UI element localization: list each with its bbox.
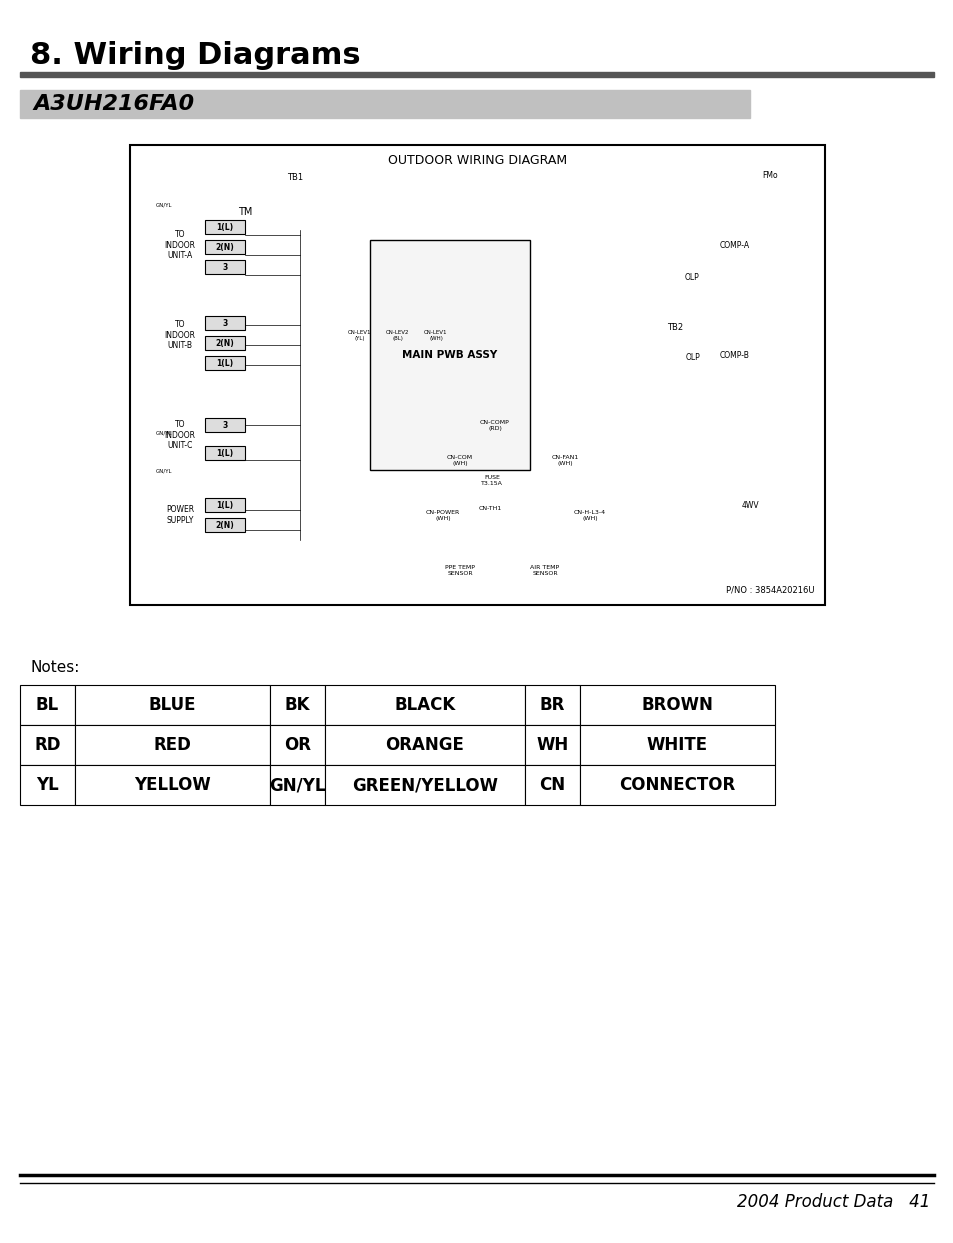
Bar <box>205 355 245 370</box>
Text: CN-POWER
(WH): CN-POWER (WH) <box>425 510 459 521</box>
Bar <box>75 685 270 725</box>
Bar <box>579 685 774 725</box>
Bar <box>75 764 270 805</box>
Text: 2(N): 2(N) <box>215 338 234 348</box>
Text: OUTDOOR WIRING DIAGRAM: OUTDOOR WIRING DIAGRAM <box>388 153 566 167</box>
Bar <box>205 446 245 460</box>
Text: CN-COM
(WH): CN-COM (WH) <box>446 455 473 466</box>
Text: 2004 Product Data   41: 2004 Product Data 41 <box>736 1193 929 1211</box>
Text: GN/YL: GN/YL <box>269 776 325 794</box>
Text: CN-LEV1
(WH): CN-LEV1 (WH) <box>424 331 447 341</box>
Text: 3: 3 <box>222 318 228 327</box>
Text: CONNECTOR: CONNECTOR <box>618 776 735 794</box>
Bar <box>20 725 75 764</box>
Text: CN-H-L3-4
(WH): CN-H-L3-4 (WH) <box>574 510 605 521</box>
Text: YELLOW: YELLOW <box>134 776 211 794</box>
Text: RED: RED <box>153 736 192 755</box>
Text: TM: TM <box>237 208 252 218</box>
Bar <box>205 240 245 254</box>
Text: TO
INDOOR
UNIT-C: TO INDOOR UNIT-C <box>164 420 195 450</box>
Bar <box>579 725 774 764</box>
Bar <box>270 764 325 805</box>
Bar <box>325 764 524 805</box>
Text: 2(N): 2(N) <box>215 521 234 530</box>
Text: PPE TEMP
SENSOR: PPE TEMP SENSOR <box>445 566 475 576</box>
Text: ORANGE: ORANGE <box>385 736 464 755</box>
Bar <box>370 240 530 470</box>
Text: 1(L): 1(L) <box>216 222 233 231</box>
Text: WHITE: WHITE <box>646 736 707 755</box>
Text: GN/YL: GN/YL <box>156 469 172 474</box>
Bar <box>325 725 524 764</box>
Bar <box>270 685 325 725</box>
Text: AIR TEMP
SENSOR: AIR TEMP SENSOR <box>530 566 559 576</box>
Text: OLP: OLP <box>684 273 699 282</box>
Bar <box>130 145 824 605</box>
Text: BROWN: BROWN <box>640 696 713 713</box>
Bar <box>205 220 245 234</box>
Bar <box>20 89 749 118</box>
Bar <box>205 418 245 433</box>
Bar <box>20 72 933 77</box>
Text: TO
INDOOR
UNIT-B: TO INDOOR UNIT-B <box>164 321 195 349</box>
Text: COMP-A: COMP-A <box>720 240 749 250</box>
Text: RD: RD <box>34 736 61 755</box>
Text: 4WV: 4WV <box>740 501 758 510</box>
Bar <box>205 498 245 512</box>
Text: FMo: FMo <box>761 170 777 179</box>
Text: Notes:: Notes: <box>30 660 79 675</box>
Text: P/NO : 3854A20216U: P/NO : 3854A20216U <box>726 585 814 594</box>
Text: BK: BK <box>284 696 310 713</box>
Text: 3: 3 <box>222 262 228 271</box>
Text: 3: 3 <box>222 420 228 430</box>
Text: MAIN PWB ASSY: MAIN PWB ASSY <box>402 351 497 360</box>
Text: 1(L): 1(L) <box>216 501 233 510</box>
Text: YL: YL <box>36 776 59 794</box>
Bar <box>524 685 579 725</box>
Text: TB2: TB2 <box>666 323 682 332</box>
Bar <box>524 725 579 764</box>
Text: BLUE: BLUE <box>149 696 196 713</box>
Text: 2(N): 2(N) <box>215 242 234 251</box>
Bar <box>205 260 245 273</box>
Text: 1(L): 1(L) <box>216 449 233 457</box>
Text: BR: BR <box>539 696 564 713</box>
Text: OLP: OLP <box>685 353 700 362</box>
Text: A3UH216FA0: A3UH216FA0 <box>33 94 193 114</box>
Text: BL: BL <box>36 696 59 713</box>
Bar <box>205 336 245 351</box>
Text: CN-LEV2
(BL): CN-LEV2 (BL) <box>386 331 410 341</box>
Text: 8. Wiring Diagrams: 8. Wiring Diagrams <box>30 41 360 70</box>
Bar <box>579 764 774 805</box>
Text: CN-LEV1
(YL): CN-LEV1 (YL) <box>348 331 372 341</box>
Text: BLACK: BLACK <box>394 696 456 713</box>
Text: GN/YL: GN/YL <box>156 203 172 208</box>
Bar <box>20 764 75 805</box>
Text: WH: WH <box>536 736 568 755</box>
Text: CN: CN <box>538 776 565 794</box>
Text: TO
INDOOR
UNIT-A: TO INDOOR UNIT-A <box>164 230 195 260</box>
Text: OR: OR <box>284 736 311 755</box>
Text: GREEN/YELLOW: GREEN/YELLOW <box>352 776 497 794</box>
Text: CN-COMP
(RD): CN-COMP (RD) <box>479 420 509 431</box>
Bar <box>270 725 325 764</box>
Text: 1(L): 1(L) <box>216 358 233 368</box>
Bar <box>205 518 245 532</box>
Text: TB1: TB1 <box>287 173 303 181</box>
Text: CN-FAN1
(WH): CN-FAN1 (WH) <box>551 455 578 466</box>
Text: COMP-B: COMP-B <box>720 351 749 359</box>
Bar <box>524 764 579 805</box>
Bar <box>75 725 270 764</box>
Bar <box>325 685 524 725</box>
Bar <box>205 316 245 329</box>
Bar <box>20 685 75 725</box>
Text: CN-TH1: CN-TH1 <box>477 506 501 511</box>
Text: FUSE
T3.15A: FUSE T3.15A <box>480 475 502 486</box>
Text: POWER
SUPPLY: POWER SUPPLY <box>166 506 193 525</box>
Text: GN/YL: GN/YL <box>156 430 172 435</box>
